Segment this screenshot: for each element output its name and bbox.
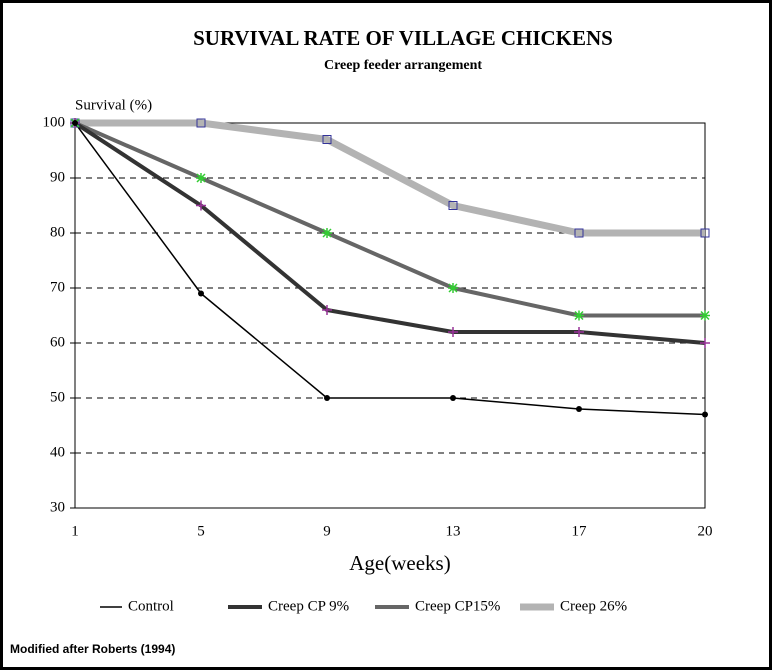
marker [322, 228, 332, 238]
y-tick-label: 100 [43, 114, 66, 130]
marker [196, 200, 206, 211]
x-tick-label: 1 [71, 523, 79, 539]
marker [574, 228, 584, 238]
x-tick-label: 13 [446, 523, 461, 539]
marker [196, 118, 206, 128]
y-tick-label: 40 [50, 444, 65, 460]
marker [702, 411, 708, 418]
series-line [74, 122, 706, 416]
series-line [73, 121, 706, 345]
legend-label: Creep CP15% [415, 598, 500, 614]
marker [198, 290, 204, 297]
series-line [75, 119, 705, 237]
marker [322, 305, 332, 315]
y-tick-label: 90 [50, 169, 65, 185]
legend-label: Creep 26% [560, 598, 627, 614]
marker [448, 283, 458, 293]
y-tick-label: 30 [50, 499, 65, 515]
marker [574, 310, 584, 321]
x-tick-label: 17 [572, 523, 588, 539]
footnote: Modified after Roberts (1994) [10, 642, 175, 656]
y-axis-label: Survival (%) [75, 97, 152, 113]
y-tick-label: 80 [50, 224, 65, 240]
x-tick-label: 20 [698, 523, 713, 539]
marker [700, 338, 710, 348]
legend-label: Creep CP 9% [268, 598, 349, 614]
marker [448, 327, 458, 337]
y-tick-label: 50 [50, 389, 65, 405]
series-line [74, 121, 705, 318]
legend-label: Control [128, 598, 174, 614]
marker [448, 201, 458, 210]
marker [700, 310, 710, 321]
marker [700, 228, 710, 238]
marker [576, 406, 582, 412]
y-tick-label: 60 [50, 334, 65, 350]
x-tick-label: 5 [197, 523, 205, 539]
marker [196, 173, 206, 183]
x-axis-label: Age(weeks) [349, 551, 450, 575]
marker [324, 395, 330, 401]
marker [322, 135, 332, 144]
y-tick-label: 70 [50, 279, 65, 295]
chart-title: SURVIVAL RATE OF VILLAGE CHICKENS [193, 26, 613, 50]
x-tick-label: 9 [323, 523, 331, 539]
marker [450, 395, 456, 401]
marker [72, 120, 78, 126]
marker [574, 327, 584, 337]
chart-subtitle: Creep feeder arrangement [324, 58, 482, 73]
